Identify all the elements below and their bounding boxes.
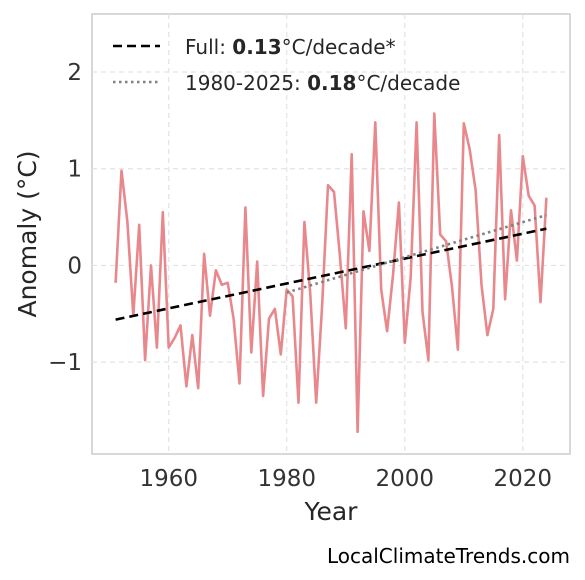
y-axis-title: Anomaly (°C) <box>13 150 42 317</box>
x-tick-label: 2020 <box>494 466 553 492</box>
legend-label: 1980-2025: 0.18°C/decade <box>185 71 460 95</box>
legend-label: Full: 0.13°C/decade* <box>185 35 396 59</box>
legend: Full: 0.13°C/decade* 1980-2025: 0.18°C/de… <box>113 35 460 95</box>
y-tick-label: 2 <box>67 60 82 86</box>
plot-area <box>91 13 571 455</box>
x-tick-label: 1960 <box>139 466 198 492</box>
x-axis-title: Year <box>304 497 359 526</box>
x-tick-label: 2000 <box>375 466 434 492</box>
y-tick-label: 0 <box>67 253 82 279</box>
full-trend-line <box>115 227 547 321</box>
x-tick-label: 1980 <box>257 466 316 492</box>
anomaly-series-line <box>114 112 548 434</box>
watermark: LocalClimateTrends.com <box>326 544 570 568</box>
y-tick-label: −1 <box>48 350 82 376</box>
y-tick-label: 1 <box>67 157 82 183</box>
